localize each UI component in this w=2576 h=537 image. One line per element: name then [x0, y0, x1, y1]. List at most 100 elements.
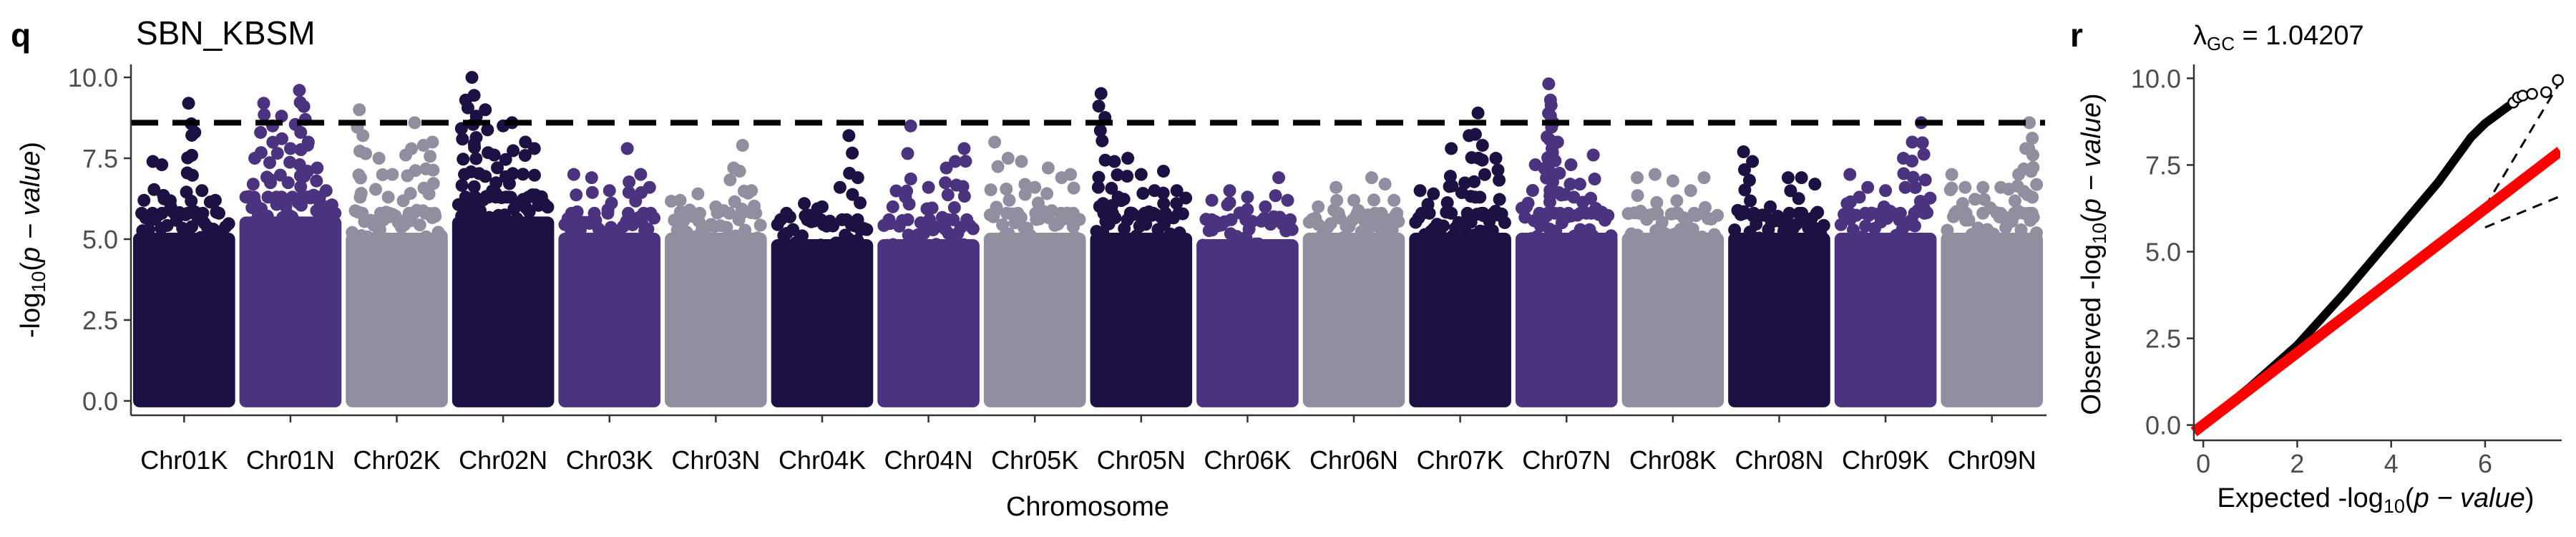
qq-x-axis-title: Expected -log10(p − value) — [2217, 483, 2534, 517]
snp-point — [404, 142, 418, 155]
snp-peak-point — [815, 200, 829, 213]
snp-point — [623, 175, 636, 189]
snp-point — [1543, 195, 1556, 209]
snp-point — [283, 155, 297, 169]
snp-point — [801, 213, 814, 226]
snp-point — [489, 176, 503, 190]
snp-point — [1948, 206, 1962, 220]
snp-point — [1574, 206, 1587, 220]
x-tick-label: Chr01K — [140, 445, 228, 475]
snp-point — [467, 89, 481, 102]
snp-point — [185, 194, 198, 208]
snp-point — [1039, 206, 1053, 220]
snp-point — [1994, 206, 2007, 220]
snp-point — [196, 206, 210, 220]
snp-point — [860, 223, 874, 236]
snp-point — [957, 238, 970, 251]
snp-point — [1156, 186, 1170, 200]
snp-point — [1476, 206, 1490, 220]
snp-peak-point — [1543, 93, 1557, 107]
snp-peak-point — [1205, 193, 1219, 207]
snp-point — [796, 229, 809, 243]
qq-ylabel-open: ( — [2077, 213, 2107, 223]
snp-point — [419, 206, 432, 220]
snp-point — [1906, 170, 1920, 184]
snp-peak-point — [957, 142, 971, 155]
snp-point — [570, 188, 583, 202]
snp-peak-point — [567, 168, 580, 181]
snp-point — [1916, 136, 1929, 150]
snp-point — [1460, 206, 1474, 220]
snp-point — [1105, 181, 1118, 195]
snp-point — [840, 213, 854, 226]
snp-peak-point — [1134, 168, 1148, 181]
x-tick-label: Chr03K — [566, 445, 653, 475]
snp-point — [1908, 180, 1922, 194]
snp-point — [1443, 170, 1457, 183]
snp-point — [1091, 180, 1105, 194]
snp-point — [1473, 190, 1487, 204]
x-tick-label: Chr09K — [1842, 445, 1929, 475]
qq-y-tick-label: 7.5 — [2145, 150, 2181, 180]
snp-point — [1139, 218, 1153, 231]
snp-point — [1239, 213, 1253, 226]
manhattan-ylabel-prefix: -log — [16, 293, 46, 338]
snp-point — [1491, 163, 1505, 177]
snp-point — [328, 206, 342, 220]
snp-point — [248, 190, 261, 204]
snp-peak-point — [585, 171, 598, 185]
qq-observed-curve — [2199, 102, 2513, 430]
snp-point — [947, 213, 960, 226]
snp-point — [1548, 154, 1562, 168]
snp-point — [428, 206, 441, 220]
snp-peak-point — [1387, 193, 1401, 207]
snp-point — [254, 125, 268, 139]
qq-lower-band — [2484, 195, 2560, 228]
snp-point — [1390, 206, 1404, 220]
snp-point — [1855, 230, 1869, 243]
snp-point — [1906, 154, 1919, 168]
x-tick-label: Chr02K — [353, 445, 440, 475]
snp-point — [1908, 206, 1921, 220]
qq-xlabel-prefix: Expected -log — [2217, 483, 2383, 513]
snp-point — [1485, 224, 1499, 238]
snp-point — [1898, 180, 1912, 194]
snp-point — [923, 213, 937, 226]
snp-point — [1959, 206, 1973, 220]
snp-peak-point — [487, 148, 501, 162]
manhattan-ylabel-open: ( — [16, 262, 46, 271]
x-tick-label: Chr08K — [1629, 445, 1717, 475]
snp-point — [723, 173, 737, 187]
qq-expected-line — [2190, 147, 2560, 437]
snp-peak-point — [1001, 152, 1015, 165]
snp-point — [1601, 208, 1615, 222]
snp-peak-point — [1795, 171, 1808, 185]
snp-point — [376, 168, 389, 181]
snp-point — [1011, 206, 1025, 220]
snp-point — [1269, 189, 1282, 203]
snp-peak-point — [988, 135, 1002, 149]
snp-point — [142, 223, 155, 236]
snp-point — [814, 238, 827, 252]
snp-point — [1574, 223, 1587, 236]
snp-point — [1968, 193, 1982, 206]
qq-xlabel-sub: 10 — [2384, 495, 2405, 517]
snp-point — [1554, 188, 1568, 202]
qq-ylabel-italic: p − value — [2077, 102, 2107, 214]
manhattan-x-axis-title: Chromosome — [1006, 492, 1169, 522]
snp-point — [984, 183, 997, 197]
snp-point — [473, 204, 487, 218]
snp-point — [1284, 213, 1297, 226]
qq-y-tick-label: 2.5 — [2145, 324, 2181, 354]
snp-peak-point — [643, 180, 656, 194]
snp-peak-point — [155, 158, 169, 172]
snp-point — [1157, 197, 1171, 211]
snp-point — [467, 213, 481, 227]
snp-peak-point — [465, 71, 479, 84]
snp-point — [959, 155, 972, 168]
snp-point — [1695, 230, 1709, 243]
snp-point — [1631, 228, 1644, 242]
snp-point — [263, 156, 276, 170]
snp-point — [212, 206, 225, 220]
manhattan-x-ticks: Chr01K Chr01N Chr02K Chr02N Chr03K Chr03N Chr0… — [140, 415, 2036, 475]
